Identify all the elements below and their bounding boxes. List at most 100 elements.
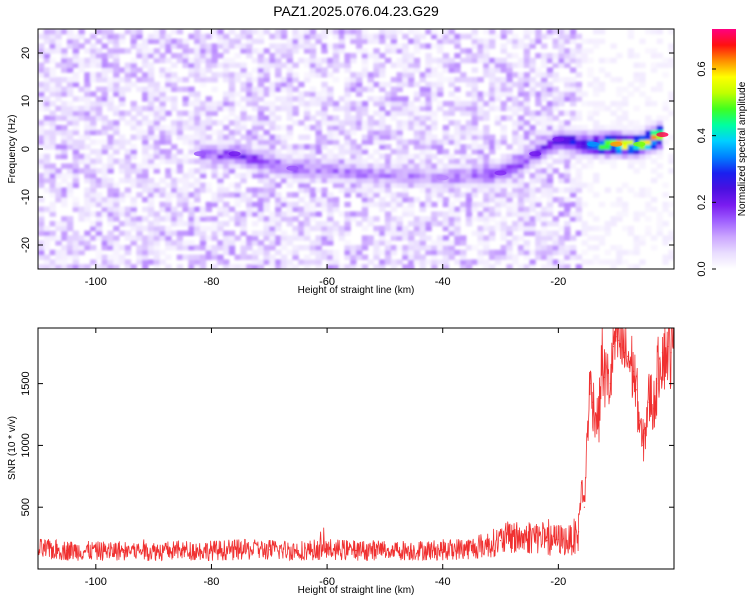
spectrogram-cell	[367, 173, 374, 179]
spectrogram-cell	[159, 134, 166, 140]
spectrogram-cell	[303, 33, 311, 40]
spectrogram-cell	[419, 129, 426, 136]
spectrogram-cell	[419, 120, 426, 126]
spectrogram-cell	[170, 216, 178, 222]
spectrogram-cell	[332, 230, 340, 236]
spectrogram-cell	[506, 115, 513, 121]
spectrogram-cell	[379, 134, 386, 140]
spectrogram-cell	[286, 91, 293, 97]
spectrogram-cell	[541, 86, 548, 92]
spectrogram-cell	[350, 101, 357, 107]
spectrogram-cell	[263, 153, 270, 160]
spectrogram-cell	[49, 139, 56, 145]
spectrogram-cell	[101, 53, 108, 59]
spectrogram-cell	[454, 235, 461, 241]
spectrogram-cell	[419, 43, 426, 49]
spectrogram-cell	[315, 264, 322, 269]
spectrogram-cell	[90, 139, 97, 145]
spectrogram-cell	[188, 134, 195, 140]
spectrogram-cell	[327, 125, 334, 131]
spectrogram-cell	[170, 72, 178, 78]
spectrogram-cell	[425, 91, 432, 97]
spectrogram-cell	[61, 129, 68, 136]
spectrogram-cell	[298, 149, 305, 155]
spectrogram-cell	[384, 245, 392, 251]
spectrogram-cell	[558, 96, 565, 102]
spectrogram-cell	[344, 254, 351, 260]
spectrogram-cell	[269, 211, 276, 217]
spectrogram-cell	[448, 216, 455, 222]
spectrogram-cell	[101, 120, 108, 126]
spectrogram-cell	[194, 125, 201, 131]
spectrogram-cell	[321, 67, 328, 73]
spectrogram-cell	[182, 197, 189, 203]
spectrogram-cell	[194, 120, 201, 126]
spectrogram-cell	[309, 57, 317, 64]
spectrogram-cell	[269, 264, 276, 269]
spectrogram-cell	[263, 235, 270, 241]
spectrogram-cell	[425, 62, 432, 68]
spectrogram-cell	[38, 105, 45, 112]
spectrogram-cell	[639, 81, 646, 88]
spectrogram-cell	[72, 96, 80, 102]
spectrogram-cell	[321, 115, 328, 121]
spectrogram-cell	[78, 206, 85, 212]
spectrogram-cell	[43, 153, 51, 160]
spectrogram-cell	[223, 163, 230, 169]
spectrogram-cell	[662, 57, 669, 64]
spectrogram-cell	[402, 235, 409, 241]
spectrogram-cell	[587, 163, 594, 169]
spectrogram-cell	[292, 225, 299, 232]
spectrogram-cell	[384, 134, 392, 140]
spectrogram-cell	[159, 115, 166, 121]
spectrogram-cell	[575, 206, 583, 212]
spectrogram-cell	[512, 120, 519, 126]
spectrogram-cell	[84, 264, 91, 269]
spectrogram-cell	[569, 216, 577, 222]
spectrogram-cell	[95, 110, 103, 116]
spectrogram-cell	[251, 187, 259, 193]
spectrogram-cell	[269, 173, 276, 179]
spectrogram-cell	[205, 53, 213, 59]
spectrogram-cell	[315, 240, 322, 246]
spectrogram-cell	[211, 120, 218, 126]
spectrogram-cell	[402, 264, 409, 269]
spectrogram-cell	[604, 149, 611, 155]
spectrogram-cell	[488, 264, 496, 269]
spectrogram-cell	[593, 125, 600, 131]
spectrogram-cell	[43, 235, 51, 241]
spectrogram-cell	[315, 259, 322, 265]
spectrogram-cell	[228, 163, 236, 169]
spectrogram-cell	[176, 43, 184, 49]
spectrogram-cell	[165, 245, 172, 251]
spectrogram-cell	[165, 216, 172, 222]
spectrogram-cell	[650, 86, 658, 92]
spectrogram-cell	[512, 173, 519, 179]
spectrogram-cell	[604, 259, 611, 265]
spectrogram-cell	[165, 197, 172, 203]
snr-point	[609, 383, 612, 385]
spectrogram-cell	[188, 110, 195, 116]
spectrogram-cell	[327, 206, 334, 212]
spectrogram-cell	[251, 235, 259, 241]
spectrogram-cell	[436, 240, 444, 246]
spectrogram-cell	[604, 144, 611, 150]
spectrogram-cell	[327, 101, 334, 107]
spectrogram-cell	[240, 62, 247, 68]
spectrogram-cell	[384, 91, 392, 97]
spectrogram-cell	[113, 206, 120, 212]
spectrogram-cell	[251, 264, 259, 269]
spectrogram-cell	[153, 115, 161, 121]
spectrogram-cell	[211, 101, 218, 107]
spectrogram-cell	[350, 125, 357, 131]
spectrogram-cell	[217, 43, 224, 49]
spectrogram-cell	[257, 29, 265, 35]
spectrogram-cell	[396, 201, 403, 208]
spectrogram-cell	[442, 221, 450, 227]
spectrogram-cell	[170, 168, 178, 174]
spectrogram-cell	[332, 101, 340, 107]
spectrogram-cell	[465, 158, 473, 164]
spectrogram-cell	[315, 168, 322, 174]
spectrogram-cell	[72, 48, 80, 54]
